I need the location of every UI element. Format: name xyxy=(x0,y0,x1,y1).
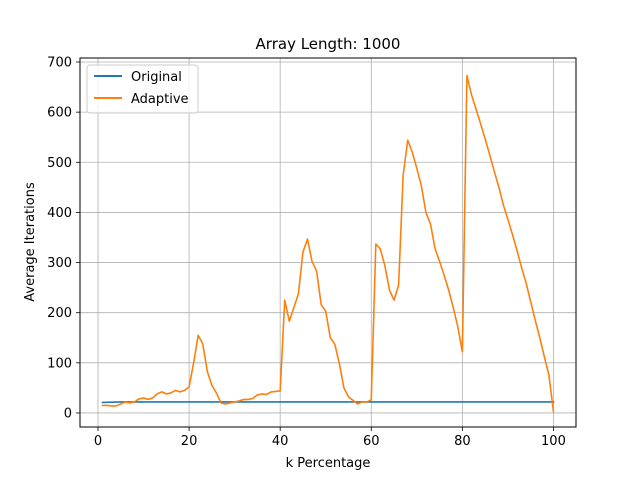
x-tick-label: 20 xyxy=(181,434,198,449)
y-tick-label: 600 xyxy=(47,106,72,121)
y-tick-label: 300 xyxy=(47,256,72,271)
legend-label-adaptive: Adaptive xyxy=(131,92,189,107)
x-tick-label: 0 xyxy=(94,434,102,449)
series-line-original xyxy=(101,401,555,404)
y-tick-label: 700 xyxy=(47,56,72,71)
x-tick-label: 80 xyxy=(454,434,471,449)
legend: Original Adaptive xyxy=(86,64,199,114)
x-tick-label: 100 xyxy=(541,434,566,449)
series-line-adaptive xyxy=(101,74,555,413)
y-axis-label: Average Iterations xyxy=(23,182,38,302)
y-tick-label: 200 xyxy=(47,306,72,321)
chart-title: Array Length: 1000 xyxy=(256,35,401,53)
grid xyxy=(80,58,576,427)
y-tick-label: 0 xyxy=(64,406,72,421)
legend-label-original: Original xyxy=(131,70,182,85)
y-tick-label: 100 xyxy=(47,356,72,371)
x-tick-label: 40 xyxy=(272,434,289,449)
y-tick-label: 500 xyxy=(47,156,72,171)
x-axis-label: k Percentage xyxy=(286,456,371,471)
y-tick-label: 400 xyxy=(47,206,72,221)
x-tick-label: 60 xyxy=(363,434,380,449)
axis-ticks: 0 20 40 60 80 100 0 100 200 300 400 500 600 700 xyxy=(47,56,566,449)
series-lines xyxy=(101,74,555,413)
axes-frame xyxy=(79,57,577,428)
